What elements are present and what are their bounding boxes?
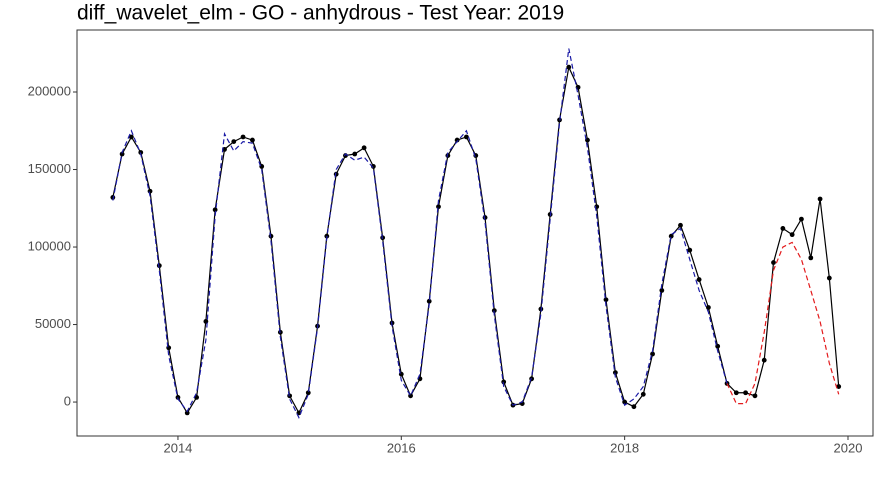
y-tick-label: 100000: [28, 238, 71, 253]
data-point: [566, 64, 572, 70]
data-point: [361, 145, 367, 151]
data-point: [454, 137, 460, 143]
data-point: [119, 151, 125, 157]
data-point: [603, 297, 609, 303]
data-point: [780, 226, 786, 231]
data-point: [826, 275, 832, 281]
data-point: [212, 207, 218, 213]
y-tick-label: 200000: [28, 83, 71, 98]
data-point: [501, 379, 507, 385]
data-point: [640, 391, 646, 397]
series-line: [726, 241, 840, 405]
data-point: [752, 393, 758, 399]
data-point: [696, 277, 702, 282]
data-point: [352, 151, 358, 157]
data-point: [436, 204, 441, 210]
chart-title: diff_wavelet_elm - GO - anhydrous - Test…: [77, 2, 564, 25]
data-point: [622, 399, 628, 405]
x-tick-label: 2014: [163, 440, 192, 455]
data-point: [771, 260, 776, 265]
data-point: [128, 134, 134, 140]
data-point: [733, 390, 739, 396]
data-point: [612, 370, 618, 375]
data-point: [817, 196, 823, 202]
data-point: [799, 216, 804, 222]
plot-border: [76, 29, 874, 437]
data-point: [789, 232, 795, 238]
data-point: [678, 222, 683, 228]
data-point: [631, 404, 637, 410]
y-tick-label: 0: [64, 393, 71, 408]
data-point: [166, 345, 172, 351]
data-point: [687, 247, 693, 253]
data-point: [761, 357, 767, 363]
data-point: [370, 164, 376, 169]
data-point: [240, 134, 246, 140]
data-point: [184, 410, 190, 416]
data-point: [426, 298, 432, 304]
data-point: [305, 390, 311, 396]
series-line: [112, 48, 728, 420]
data-point: [743, 390, 748, 396]
x-tick-label: 2016: [387, 440, 416, 455]
data-point: [705, 305, 711, 310]
series-line: [112, 65, 840, 415]
data-point: [231, 139, 237, 145]
data-point: [333, 171, 339, 177]
y-tick-label: 150000: [28, 161, 71, 176]
data-point: [464, 134, 469, 140]
data-point: [668, 233, 674, 239]
x-tick-label: 2018: [610, 440, 639, 455]
y-tick-label: 50000: [35, 316, 71, 331]
data-point: [650, 351, 655, 357]
data-point: [836, 384, 842, 389]
data-point: [147, 188, 153, 194]
x-tick-label: 2020: [834, 440, 863, 455]
data-point: [250, 137, 255, 143]
data-point: [659, 288, 665, 293]
data-point: [808, 255, 814, 261]
